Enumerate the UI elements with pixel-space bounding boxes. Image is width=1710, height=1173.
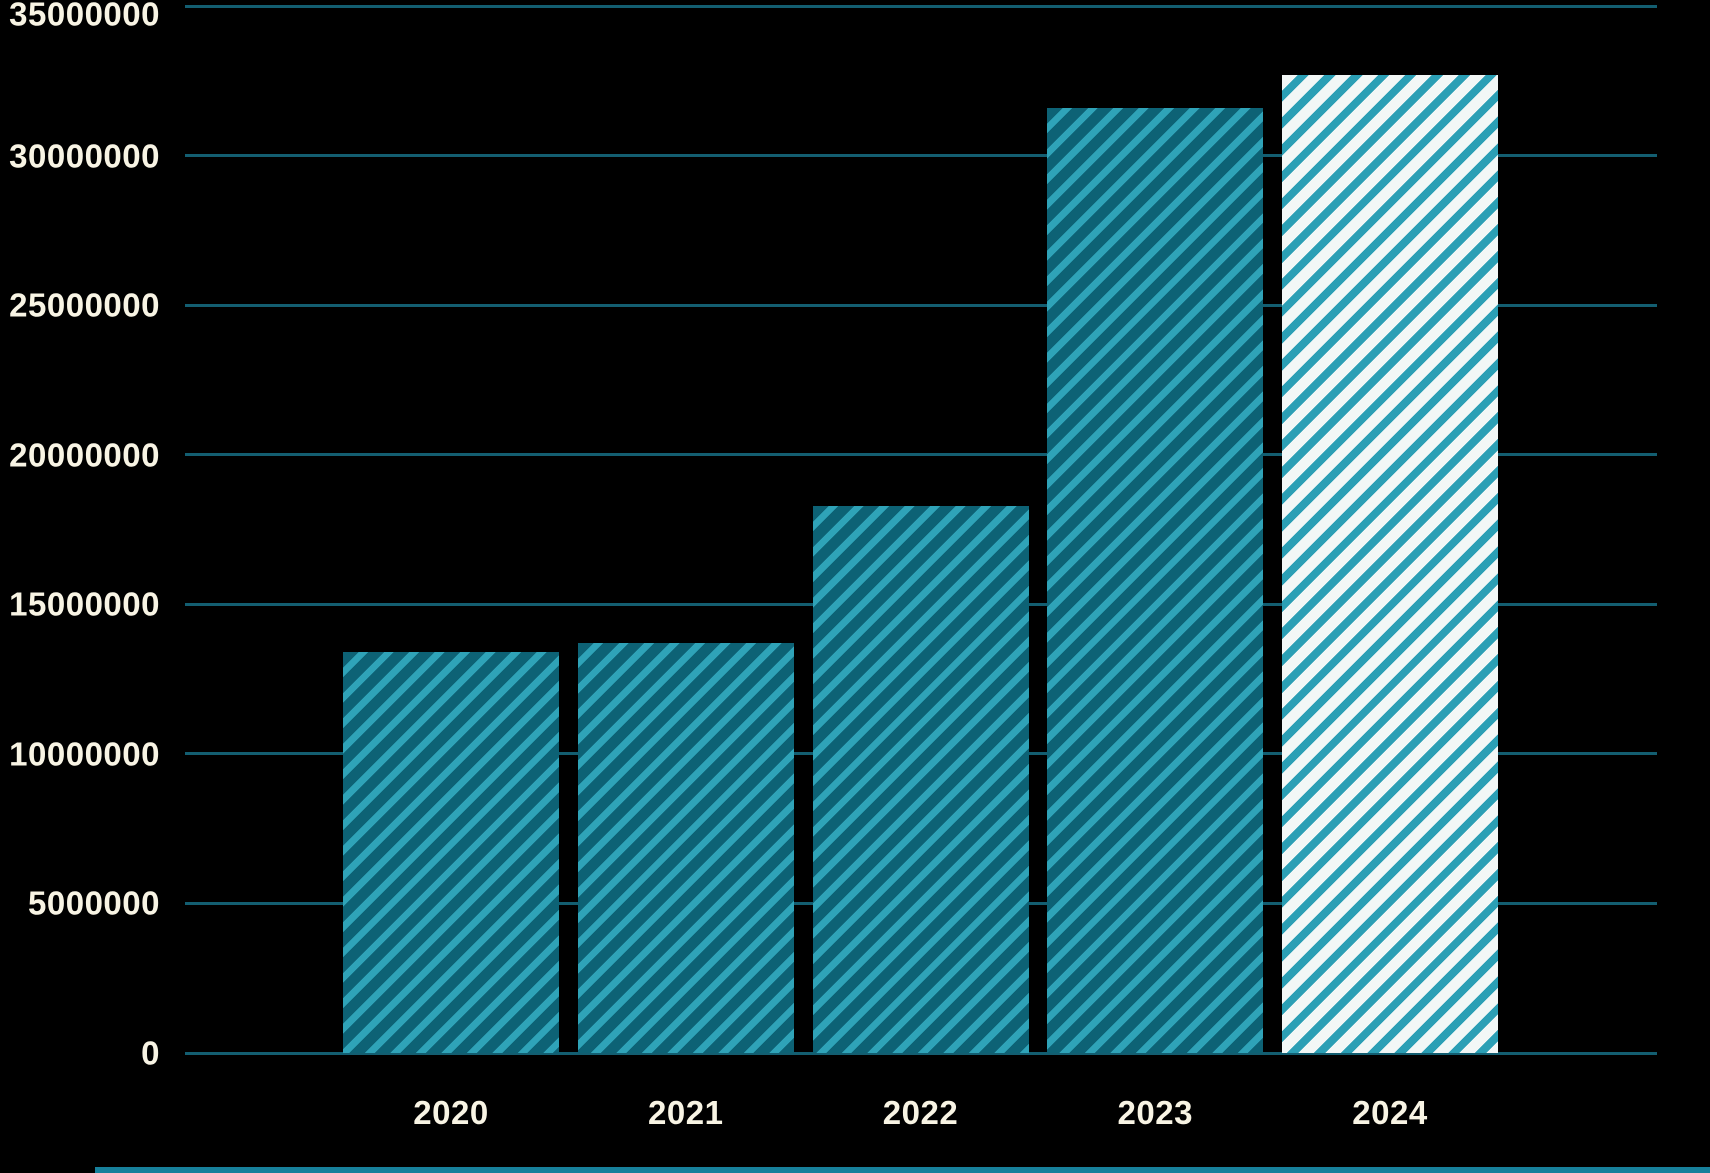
y-tick-label-10000000: 10000000 — [9, 735, 160, 773]
gridline-25000000 — [185, 303, 1657, 307]
x-tick-label-2021: 2021 — [648, 1094, 724, 1131]
bar-2024 — [1282, 74, 1498, 1053]
gridline-35000000 — [185, 4, 1657, 8]
gridline-20000000 — [185, 453, 1657, 457]
y-tick-label-5000000: 5000000 — [28, 884, 160, 922]
x-tick-label-2020: 2020 — [413, 1094, 489, 1131]
plot-area — [185, 4, 1657, 1055]
y-tick-label-0: 0 — [141, 1034, 160, 1072]
bar-2023 — [1047, 107, 1264, 1053]
y-tick-label-15000000: 15000000 — [9, 585, 160, 623]
bottom-accent-bar — [95, 1167, 1710, 1173]
gridline-0 — [185, 1051, 1657, 1055]
gridline-30000000 — [185, 154, 1657, 158]
bar-2022 — [812, 505, 1029, 1053]
x-tick-label-2022: 2022 — [882, 1094, 959, 1131]
y-tick-label-20000000: 20000000 — [9, 436, 160, 474]
bar-2021 — [577, 643, 794, 1053]
x-tick-label-2024: 2024 — [1352, 1094, 1428, 1131]
y-tick-label-25000000: 25000000 — [9, 286, 160, 324]
bar-2020 — [343, 652, 559, 1053]
x-tick-label-2023: 2023 — [1117, 1094, 1193, 1131]
y-tick-label-35000000: 35000000 — [9, 0, 160, 33]
y-tick-label-30000000: 30000000 — [9, 137, 160, 175]
